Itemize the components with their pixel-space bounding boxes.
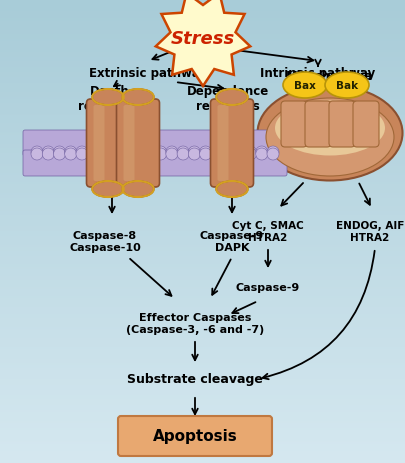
Text: Cyt C, SMAC
HTRA2: Cyt C, SMAC HTRA2 — [232, 221, 303, 242]
Ellipse shape — [282, 73, 326, 99]
FancyBboxPatch shape — [210, 100, 253, 188]
FancyBboxPatch shape — [23, 131, 286, 156]
Circle shape — [222, 147, 233, 159]
Circle shape — [166, 147, 177, 159]
Circle shape — [42, 149, 54, 161]
FancyBboxPatch shape — [280, 102, 306, 148]
Text: Death
receptors: Death receptors — [78, 85, 141, 113]
Circle shape — [266, 149, 278, 161]
Circle shape — [31, 147, 43, 159]
Circle shape — [210, 147, 222, 159]
Circle shape — [132, 147, 144, 159]
Ellipse shape — [92, 181, 124, 198]
Circle shape — [233, 147, 245, 159]
FancyBboxPatch shape — [23, 150, 286, 176]
Circle shape — [53, 149, 65, 161]
Circle shape — [87, 149, 99, 161]
Text: ENDOG, AIF
HTRA2: ENDOG, AIF HTRA2 — [335, 221, 403, 242]
Ellipse shape — [274, 101, 384, 156]
FancyBboxPatch shape — [352, 102, 378, 148]
FancyBboxPatch shape — [116, 100, 159, 188]
Circle shape — [53, 147, 65, 159]
Ellipse shape — [257, 86, 401, 181]
Text: Bak: Bak — [335, 81, 357, 91]
Circle shape — [132, 149, 144, 161]
Circle shape — [255, 147, 267, 159]
Circle shape — [98, 147, 110, 159]
Ellipse shape — [122, 181, 153, 198]
Circle shape — [154, 149, 166, 161]
Circle shape — [188, 147, 200, 159]
Ellipse shape — [122, 90, 153, 106]
Ellipse shape — [265, 99, 393, 176]
Text: Extrinsic pathway: Extrinsic pathway — [89, 67, 207, 80]
FancyBboxPatch shape — [93, 106, 104, 181]
Ellipse shape — [92, 90, 124, 106]
Circle shape — [31, 149, 43, 161]
Text: Substrate cleavage: Substrate cleavage — [127, 373, 262, 386]
Text: Dependence
receptors: Dependence receptors — [186, 85, 269, 113]
Ellipse shape — [216, 181, 247, 198]
Circle shape — [64, 149, 77, 161]
Circle shape — [76, 147, 88, 159]
Circle shape — [109, 147, 122, 159]
Circle shape — [210, 149, 222, 161]
Text: Caspase-9
DAPK: Caspase-9 DAPK — [199, 231, 264, 252]
Circle shape — [199, 149, 211, 161]
Circle shape — [177, 147, 189, 159]
Circle shape — [154, 147, 166, 159]
Circle shape — [109, 149, 122, 161]
Circle shape — [199, 147, 211, 159]
Text: Intrinsic pathway: Intrinsic pathway — [260, 67, 375, 80]
Circle shape — [177, 149, 189, 161]
Text: Caspase-8
Caspase-10: Caspase-8 Caspase-10 — [69, 231, 141, 252]
Ellipse shape — [324, 73, 368, 99]
Circle shape — [121, 149, 132, 161]
Circle shape — [76, 149, 88, 161]
Circle shape — [87, 147, 99, 159]
Circle shape — [121, 147, 132, 159]
Circle shape — [143, 149, 155, 161]
Circle shape — [266, 147, 278, 159]
FancyBboxPatch shape — [118, 416, 271, 456]
Text: Fas/CD95: Fas/CD95 — [25, 137, 79, 147]
Circle shape — [98, 149, 110, 161]
FancyBboxPatch shape — [304, 102, 330, 148]
Circle shape — [233, 149, 245, 161]
Text: Stress: Stress — [171, 30, 234, 48]
Circle shape — [42, 147, 54, 159]
Circle shape — [255, 149, 267, 161]
Circle shape — [188, 149, 200, 161]
Circle shape — [64, 147, 77, 159]
Text: Bax: Bax — [293, 81, 315, 91]
Ellipse shape — [216, 90, 247, 106]
Text: Apoptosis: Apoptosis — [152, 429, 237, 444]
Circle shape — [166, 149, 177, 161]
Text: Caspase-9: Caspase-9 — [235, 282, 299, 292]
FancyBboxPatch shape — [123, 106, 134, 181]
Text: Effector Caspases
(Caspase-3, -6 and -7): Effector Caspases (Caspase-3, -6 and -7) — [126, 313, 264, 334]
FancyBboxPatch shape — [86, 100, 129, 188]
Circle shape — [244, 147, 256, 159]
Text: Mitochondria: Mitochondria — [286, 69, 373, 82]
Circle shape — [244, 149, 256, 161]
FancyBboxPatch shape — [328, 102, 354, 148]
Circle shape — [222, 149, 233, 161]
FancyBboxPatch shape — [217, 106, 228, 181]
Circle shape — [143, 147, 155, 159]
Polygon shape — [156, 0, 249, 87]
Text: UNC5A
DCC: UNC5A DCC — [257, 123, 297, 144]
